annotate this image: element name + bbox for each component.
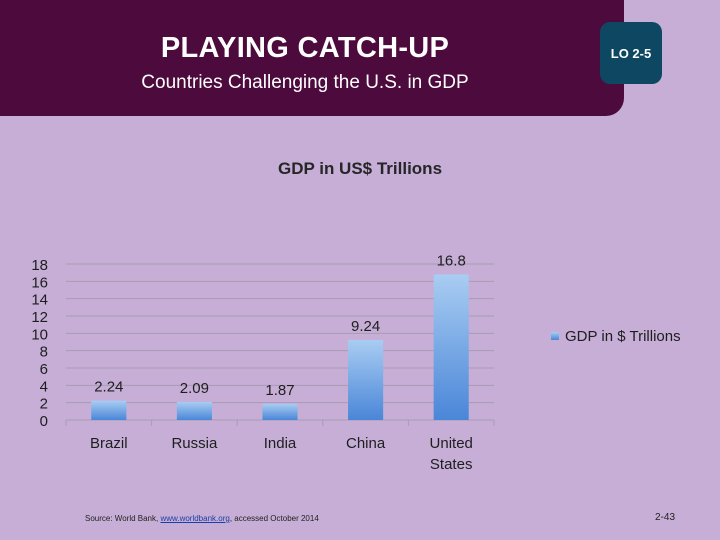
y-tick-label: 18	[31, 257, 48, 274]
chart-title: GDP in US$ Trillions	[278, 159, 442, 178]
data-label: 2.09	[180, 380, 209, 397]
bar	[348, 339, 384, 420]
y-tick-label: 0	[40, 413, 48, 430]
y-tick-label: 12	[31, 309, 48, 326]
lo-badge: LO 2-5	[600, 22, 662, 84]
x-tick-label: United	[430, 435, 473, 452]
x-tick-label: Brazil	[90, 435, 128, 452]
x-tick-label: States	[430, 456, 473, 473]
x-tick-label: India	[264, 435, 297, 452]
legend-swatch	[551, 332, 559, 340]
x-tick-label: Russia	[171, 435, 218, 452]
data-label: 16.8	[437, 252, 466, 269]
source-note: Source: World Bank, www.worldbank.org, a…	[85, 514, 319, 523]
y-tick-label: 16	[31, 274, 48, 291]
source-link[interactable]: www.worldbank.org	[160, 514, 230, 523]
y-tick-label: 8	[40, 344, 48, 361]
y-tick-label: 14	[31, 292, 48, 309]
page-number: 2-43	[655, 512, 676, 523]
legend: GDP in $ Trillions	[551, 328, 681, 345]
y-tick-label: 6	[40, 361, 48, 378]
legend-label: GDP in $ Trillions	[565, 328, 681, 345]
x-tick-label: China	[346, 435, 386, 452]
data-label: 2.24	[94, 379, 123, 396]
bar	[262, 403, 298, 420]
header-banner: PLAYING CATCH-UP Countries Challenging t…	[0, 0, 624, 116]
source-prefix: Source: World Bank,	[85, 514, 161, 523]
slide-title: PLAYING CATCH-UP	[160, 32, 450, 64]
slide-subtitle: Countries Challenging the U.S. in GDP	[141, 72, 469, 93]
y-tick-label: 10	[31, 326, 48, 343]
bar	[91, 400, 127, 420]
source-suffix: , accessed October 2014	[229, 514, 319, 523]
data-label: 9.24	[351, 318, 380, 335]
y-tick-label: 4	[40, 378, 48, 395]
data-label: 1.87	[265, 382, 294, 399]
bar	[433, 274, 469, 420]
y-tick-label: 2	[40, 396, 48, 413]
bar	[176, 401, 212, 420]
